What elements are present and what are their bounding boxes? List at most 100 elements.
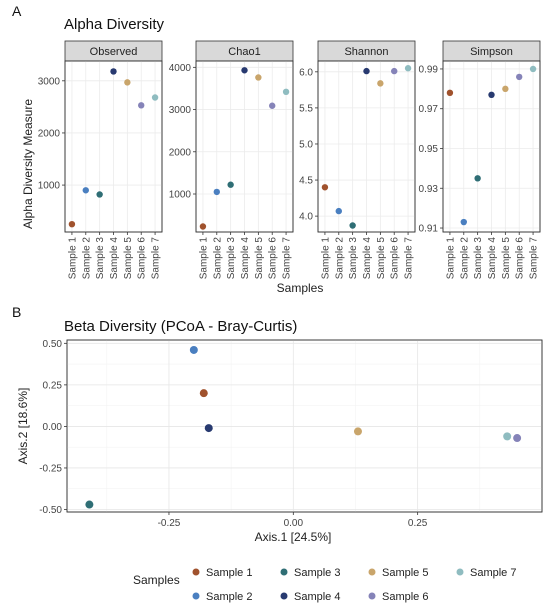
- y-tick-label: 2000: [38, 128, 61, 139]
- data-point-chao1-1: [199, 223, 207, 230]
- y-tick-label: 0.97: [419, 104, 439, 115]
- legend-label: Sample 3: [294, 567, 340, 579]
- data-point-observed-5: [124, 79, 131, 86]
- x-tick-label: Sample 5: [254, 237, 265, 280]
- pcoa-panel: [66, 339, 543, 513]
- data-point-shannon-1: [321, 184, 329, 191]
- data-point-observed-4: [110, 68, 117, 75]
- data-point-observed-3: [96, 191, 103, 198]
- x-tick-label: Sample 7: [529, 237, 540, 280]
- facet-strip-label: Chao1: [228, 46, 260, 58]
- facet-border: [195, 60, 294, 233]
- facet-border: [317, 60, 416, 233]
- data-point-chao1-4: [241, 67, 248, 74]
- legend-swatch: [192, 592, 200, 600]
- data-point-shannon-6: [391, 67, 398, 75]
- legend-swatch: [192, 568, 200, 576]
- y-tick-label: -0.50: [39, 505, 62, 516]
- legend-label: Sample 1: [206, 567, 252, 579]
- x-tick-label: Sample 5: [123, 237, 134, 280]
- x-tick-label: Sample 6: [390, 237, 401, 280]
- data-point-simpson-3: [474, 175, 481, 182]
- legend-item-7: Sample 7: [456, 567, 516, 579]
- x-tick-label: 0.00: [284, 518, 304, 529]
- legend-title: Samples: [133, 573, 180, 587]
- data-point-shannon-3: [349, 222, 356, 229]
- data-point-observed-1: [68, 220, 76, 228]
- x-tick-label: Sample 6: [268, 237, 279, 280]
- x-tick-label: Sample 7: [151, 237, 162, 280]
- x-tick-label: Sample 7: [404, 237, 415, 280]
- x-tick-label: Sample 5: [376, 237, 387, 280]
- legend-swatch: [280, 568, 288, 576]
- panel-a-letter: A: [12, 3, 22, 19]
- legend-item-1: Sample 1: [192, 567, 252, 579]
- pcoa-point-7: [503, 432, 512, 441]
- y-tick-label: 3000: [38, 76, 61, 87]
- legend-item-5: Sample 5: [368, 567, 428, 579]
- pcoa-point-5: [353, 427, 362, 436]
- y-tick-label: 0.50: [43, 339, 63, 350]
- panel-b-title: Beta Diversity (PCoA - Bray-Curtis): [64, 318, 297, 335]
- legend-label: Sample 2: [206, 591, 252, 603]
- x-tick-label: Sample 1: [67, 237, 78, 280]
- x-tick-label: Sample 3: [95, 237, 106, 280]
- x-tick-label: Sample 4: [487, 237, 498, 280]
- x-tick-label: Sample 1: [445, 237, 456, 280]
- data-point-observed-7: [151, 94, 159, 101]
- x-tick-label: Sample 3: [348, 237, 359, 280]
- pcoa-point-1: [199, 389, 208, 398]
- y-tick-label: 2000: [169, 147, 192, 158]
- pcoa-point-4: [204, 424, 213, 433]
- legend-swatch: [456, 568, 464, 576]
- y-tick-label: 5.0: [299, 139, 313, 150]
- x-tick-label: Sample 1: [198, 237, 209, 280]
- data-point-chao1-3: [227, 181, 234, 188]
- panel-b-letter: B: [12, 304, 21, 320]
- legend-swatch: [280, 592, 288, 600]
- pcoa-point-6: [513, 434, 522, 443]
- x-tick-label: -0.25: [158, 518, 181, 529]
- pcoa-border: [66, 339, 543, 513]
- y-tick-label: 3000: [169, 105, 192, 116]
- legend-label: Sample 4: [294, 591, 340, 603]
- facet-strip-label: Simpson: [470, 46, 513, 58]
- panel-a-ylabel: Alpha Diversity Measure: [21, 99, 35, 229]
- legend-item-2: Sample 2: [192, 591, 252, 603]
- data-point-chao1-6: [269, 102, 276, 109]
- legend-item-4: Sample 4: [280, 591, 340, 603]
- facet-strip-label: Shannon: [344, 46, 388, 58]
- panel-b-xlabel: Axis.1 [24.5%]: [255, 530, 332, 544]
- x-tick-label: Sample 7: [282, 237, 293, 280]
- x-tick-label: Sample 5: [501, 237, 512, 280]
- facet-border: [442, 60, 541, 233]
- pcoa-point-3: [85, 500, 94, 509]
- data-point-simpson-7: [529, 65, 537, 73]
- data-point-simpson-1: [446, 89, 454, 97]
- y-tick-label: 4.5: [299, 176, 313, 187]
- y-tick-label: 5.5: [299, 103, 313, 114]
- y-tick-label: 1000: [169, 190, 192, 201]
- panel-a-title: Alpha Diversity: [64, 16, 165, 33]
- data-point-shannon-4: [363, 67, 370, 75]
- y-tick-label: 0.91: [419, 224, 439, 235]
- y-tick-label: 0.25: [43, 380, 63, 391]
- legend-swatch: [368, 592, 376, 600]
- x-tick-label: Sample 1: [320, 237, 331, 280]
- facet-strip-label: Observed: [90, 46, 138, 58]
- panel-b-ylabel: Axis.2 [18.6%]: [16, 388, 30, 465]
- legend: Sample 1 Sample 2 Sample 3 Sample 4 Sample 5…: [192, 567, 516, 603]
- data-point-simpson-6: [516, 73, 523, 81]
- data-point-simpson-4: [488, 91, 495, 99]
- pcoa-point-2: [189, 345, 198, 354]
- legend-label: Sample 6: [382, 591, 428, 603]
- y-tick-label: 4.0: [299, 212, 313, 223]
- data-point-shannon-5: [377, 80, 384, 87]
- y-tick-label: 1000: [38, 181, 61, 192]
- legend-swatch: [368, 568, 376, 576]
- x-tick-label: Sample 2: [459, 237, 470, 280]
